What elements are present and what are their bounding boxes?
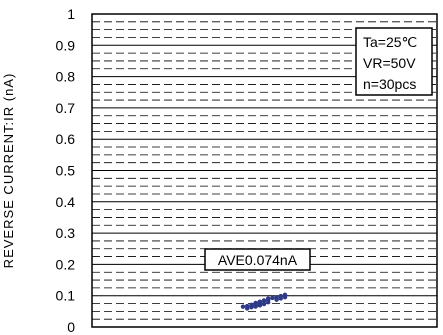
data-point	[266, 300, 271, 305]
data-point	[270, 295, 275, 301]
y-tick-label: 0.9	[56, 37, 76, 53]
y-tick-label: 0.5	[56, 163, 76, 179]
data-point	[261, 298, 267, 303]
data-point	[282, 295, 288, 300]
average-box-frame	[204, 248, 311, 271]
data-point	[266, 296, 271, 301]
data-point	[240, 304, 246, 309]
y-tick-label: 0.6	[56, 131, 76, 147]
plot-frame	[91, 13, 438, 328]
grid	[92, 21, 437, 320]
y-axis-label: REVERSE CURRENT:IR (nA)	[1, 73, 16, 269]
data-point	[278, 296, 283, 301]
y-tick-label: 0.4	[56, 194, 76, 210]
y-tick-label: 0.2	[56, 256, 76, 272]
condition-text: VR=50V	[363, 55, 416, 71]
data-points	[240, 292, 288, 311]
data-point	[253, 303, 258, 309]
y-tick-label: 0.8	[56, 69, 76, 85]
y-tick-label: 0	[67, 319, 75, 335]
y-axis-ticks: 0 0.1 0.2 0.3 0.4 0.5 0.6 0.7 0.8 0.9 1	[56, 6, 76, 335]
data-point	[261, 301, 267, 307]
data-point	[249, 305, 254, 310]
data-point	[274, 297, 279, 302]
data-point	[257, 302, 262, 307]
condition-text: Ta=25℃	[363, 34, 417, 50]
average-label: AVE0.074nA	[218, 252, 298, 268]
y-tick-label: 0.7	[56, 100, 76, 116]
data-point	[245, 306, 250, 311]
conditions-box-frame	[355, 27, 433, 96]
y-tick-label: 1	[67, 6, 75, 22]
y-tick-label: 0.3	[56, 225, 76, 241]
condition-text: n=30pcs	[363, 76, 416, 92]
average-box: AVE0.074nA	[204, 248, 311, 271]
y-tick-label: 0.1	[56, 288, 76, 304]
conditions-box: Ta=25℃ VR=50V n=30pcs	[355, 27, 433, 96]
